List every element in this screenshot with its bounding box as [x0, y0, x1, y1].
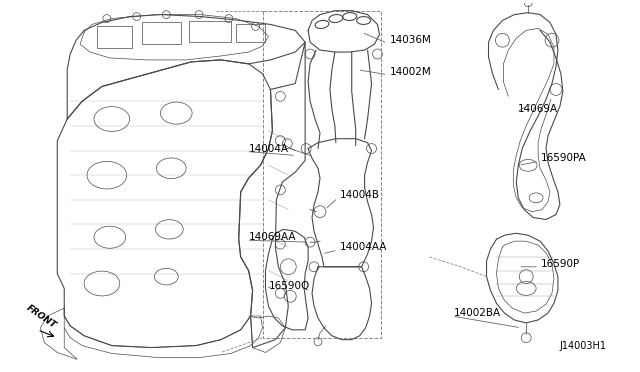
- Text: 14002M: 14002M: [389, 67, 431, 77]
- Text: FRONT: FRONT: [24, 303, 58, 330]
- Text: 14004AA: 14004AA: [340, 242, 387, 252]
- Text: 14004B: 14004B: [340, 190, 380, 200]
- Text: 14004A: 14004A: [248, 144, 289, 154]
- Bar: [236, 25, 266, 42]
- Text: 16590P: 16590P: [541, 259, 580, 269]
- Text: 14069AA: 14069AA: [248, 232, 296, 242]
- Text: 16590Q: 16590Q: [268, 282, 310, 292]
- Text: J14003H1: J14003H1: [560, 341, 607, 350]
- Text: 14002BA: 14002BA: [454, 308, 501, 318]
- Bar: [141, 22, 181, 44]
- Text: 14069A: 14069A: [518, 104, 558, 114]
- Text: 14036M: 14036M: [389, 35, 431, 45]
- Bar: [189, 20, 231, 42]
- Text: 16590PA: 16590PA: [541, 153, 587, 163]
- Bar: [97, 26, 132, 48]
